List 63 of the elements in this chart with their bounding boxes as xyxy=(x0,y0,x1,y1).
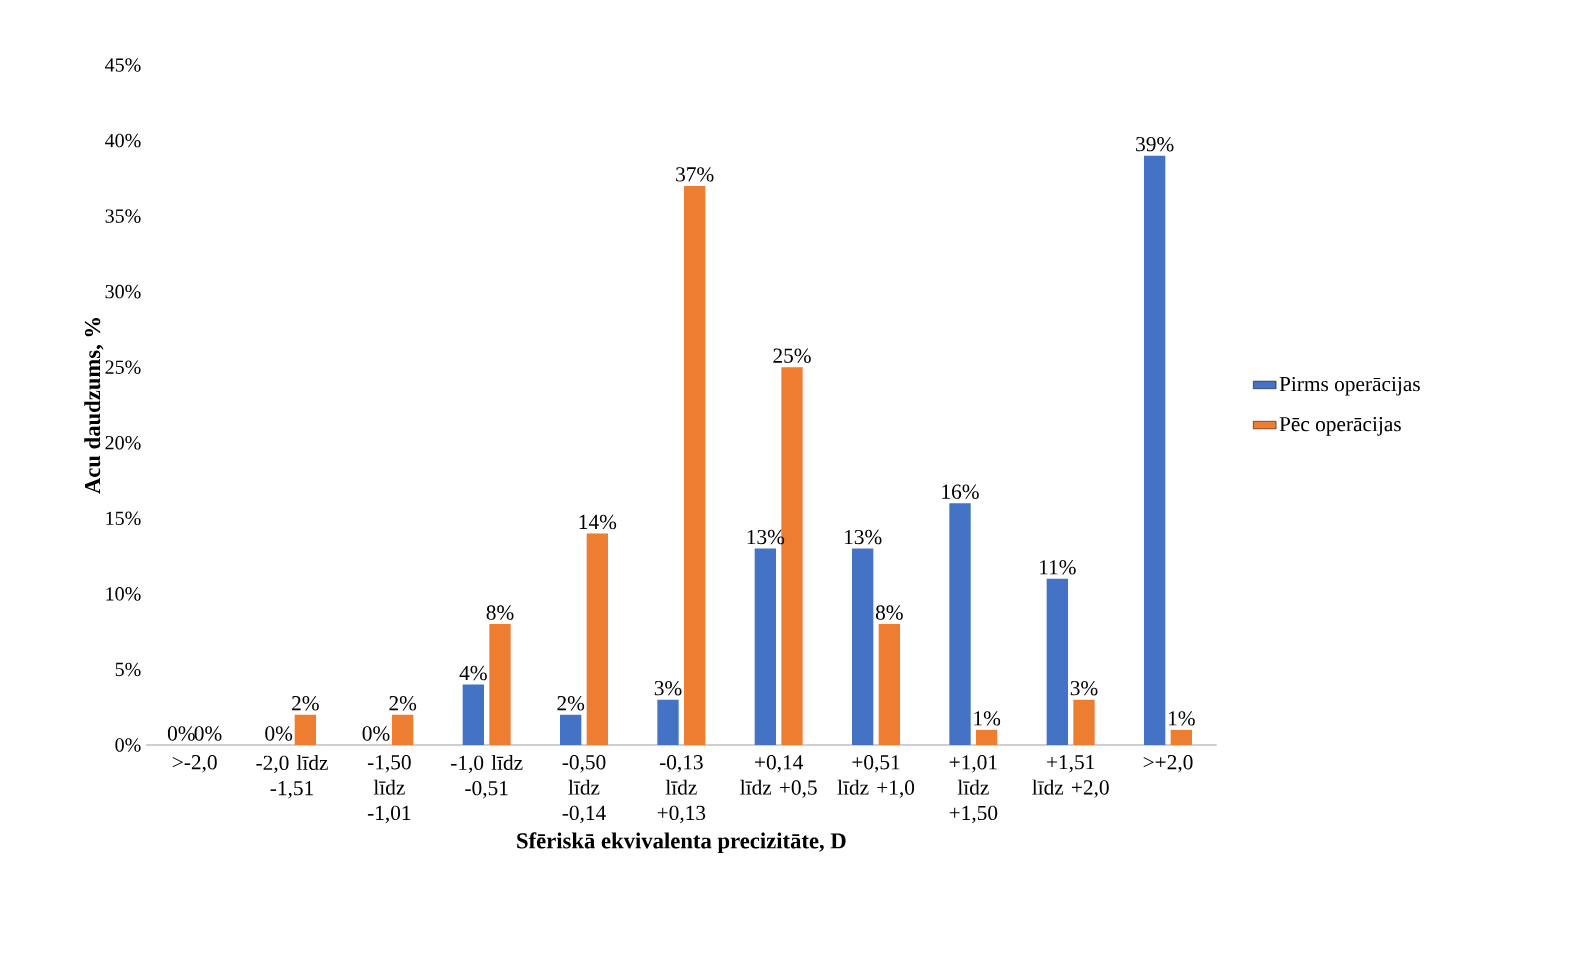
x-tick-label: +1,51 līdz +2,0 xyxy=(1032,755,1109,798)
y-tick-label: 45% xyxy=(105,58,141,72)
y-axis-title: Acu daudzums, % xyxy=(84,318,104,494)
data-label: 0% xyxy=(194,726,222,741)
bar xyxy=(684,185,706,745)
x-axis-title: Sfēriskā ekvivalenta precizitāte, D xyxy=(517,832,846,854)
y-tick-label: 20% xyxy=(105,435,141,450)
bar xyxy=(754,548,777,745)
bar xyxy=(586,533,609,745)
y-tick-label: 40% xyxy=(105,133,141,148)
bar xyxy=(1144,155,1166,745)
x-tick-label: +0,51 līdz +1,0 xyxy=(837,755,915,798)
x-tick-label: -2,0 līdz -1,51 xyxy=(256,755,328,799)
data-label: 1% xyxy=(974,711,1001,726)
y-tick-label: 30% xyxy=(105,284,141,299)
data-label: 8% xyxy=(875,605,903,620)
bar xyxy=(392,714,414,745)
x-tick-label: -0,13 līdz +0,13 xyxy=(657,755,706,824)
bar xyxy=(852,548,874,745)
data-label: 39% xyxy=(1136,136,1174,152)
y-tick-label: 0% xyxy=(115,738,141,752)
bar xyxy=(1046,578,1069,745)
bar xyxy=(489,624,511,745)
x-tick-label: >-2,0 xyxy=(172,755,217,773)
data-label: 13% xyxy=(845,529,882,545)
y-tick-label: 10% xyxy=(106,587,141,601)
y-tick-label: 5% xyxy=(115,662,141,677)
data-label: 11% xyxy=(1040,560,1076,575)
data-label: 0% xyxy=(167,726,195,741)
y-tick-label: 15% xyxy=(106,511,141,526)
x-tick-label: >+2,0 xyxy=(1143,755,1193,773)
y-tick-label: 35% xyxy=(105,209,141,223)
x-tick-label: -1,0 līdz -0,51 xyxy=(451,755,523,799)
bar xyxy=(1073,699,1095,745)
x-tick-label: +1,01 līdz +1,50 xyxy=(949,755,998,824)
data-label: 16% xyxy=(942,484,979,499)
bar xyxy=(560,714,582,745)
data-label: 0% xyxy=(265,726,293,741)
data-label: 1% xyxy=(1169,711,1195,726)
data-label: 25% xyxy=(773,348,811,363)
legend-label: Pirms operācijas xyxy=(1279,376,1420,396)
x-tick-label: -1,50 līdz -1,01 xyxy=(367,755,411,824)
data-label: 8% xyxy=(486,605,514,620)
bar xyxy=(657,699,679,745)
data-label: 0% xyxy=(362,726,390,741)
data-label: 4% xyxy=(459,665,487,681)
bar xyxy=(949,503,971,745)
bar xyxy=(462,684,485,745)
x-tick-label: -0,50 līdz -0,14 xyxy=(562,755,606,824)
data-label: 14% xyxy=(579,514,617,530)
bar xyxy=(976,729,998,745)
bar xyxy=(1170,729,1192,745)
data-label: 37% xyxy=(676,167,714,182)
data-label: 2% xyxy=(292,696,319,711)
data-label: 2% xyxy=(557,696,585,711)
data-label: 3% xyxy=(1070,680,1098,696)
data-label: 3% xyxy=(654,680,682,696)
y-tick-label: 25% xyxy=(105,360,141,374)
bar xyxy=(878,624,901,745)
bar xyxy=(294,714,317,745)
legend-label: Pēc operācijas xyxy=(1279,417,1401,436)
x-tick-label: +0,14 līdz +0,5 xyxy=(740,755,817,798)
data-label: 2% xyxy=(389,696,417,711)
